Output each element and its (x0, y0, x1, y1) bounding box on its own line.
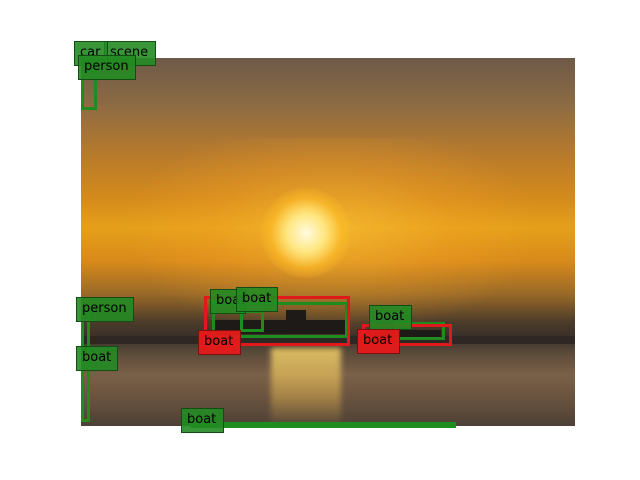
detection-label: boat (198, 330, 241, 355)
sun-reflection (271, 348, 341, 426)
sunset-photo (81, 58, 575, 426)
detection-label: boat (369, 305, 412, 330)
detection-label: person (76, 297, 134, 322)
detection-box-boat (212, 302, 348, 338)
detection-label: person (78, 55, 136, 80)
small-boat-silhouette (381, 330, 441, 338)
detection-label: boat (357, 329, 400, 354)
horizon-line (81, 336, 575, 344)
detection-label: boat (76, 346, 118, 371)
sun (261, 188, 351, 278)
boat-mast (286, 310, 306, 320)
detection-box-boat (190, 422, 456, 428)
detection-label: boat (181, 408, 224, 433)
detection-label: boat (236, 287, 278, 312)
